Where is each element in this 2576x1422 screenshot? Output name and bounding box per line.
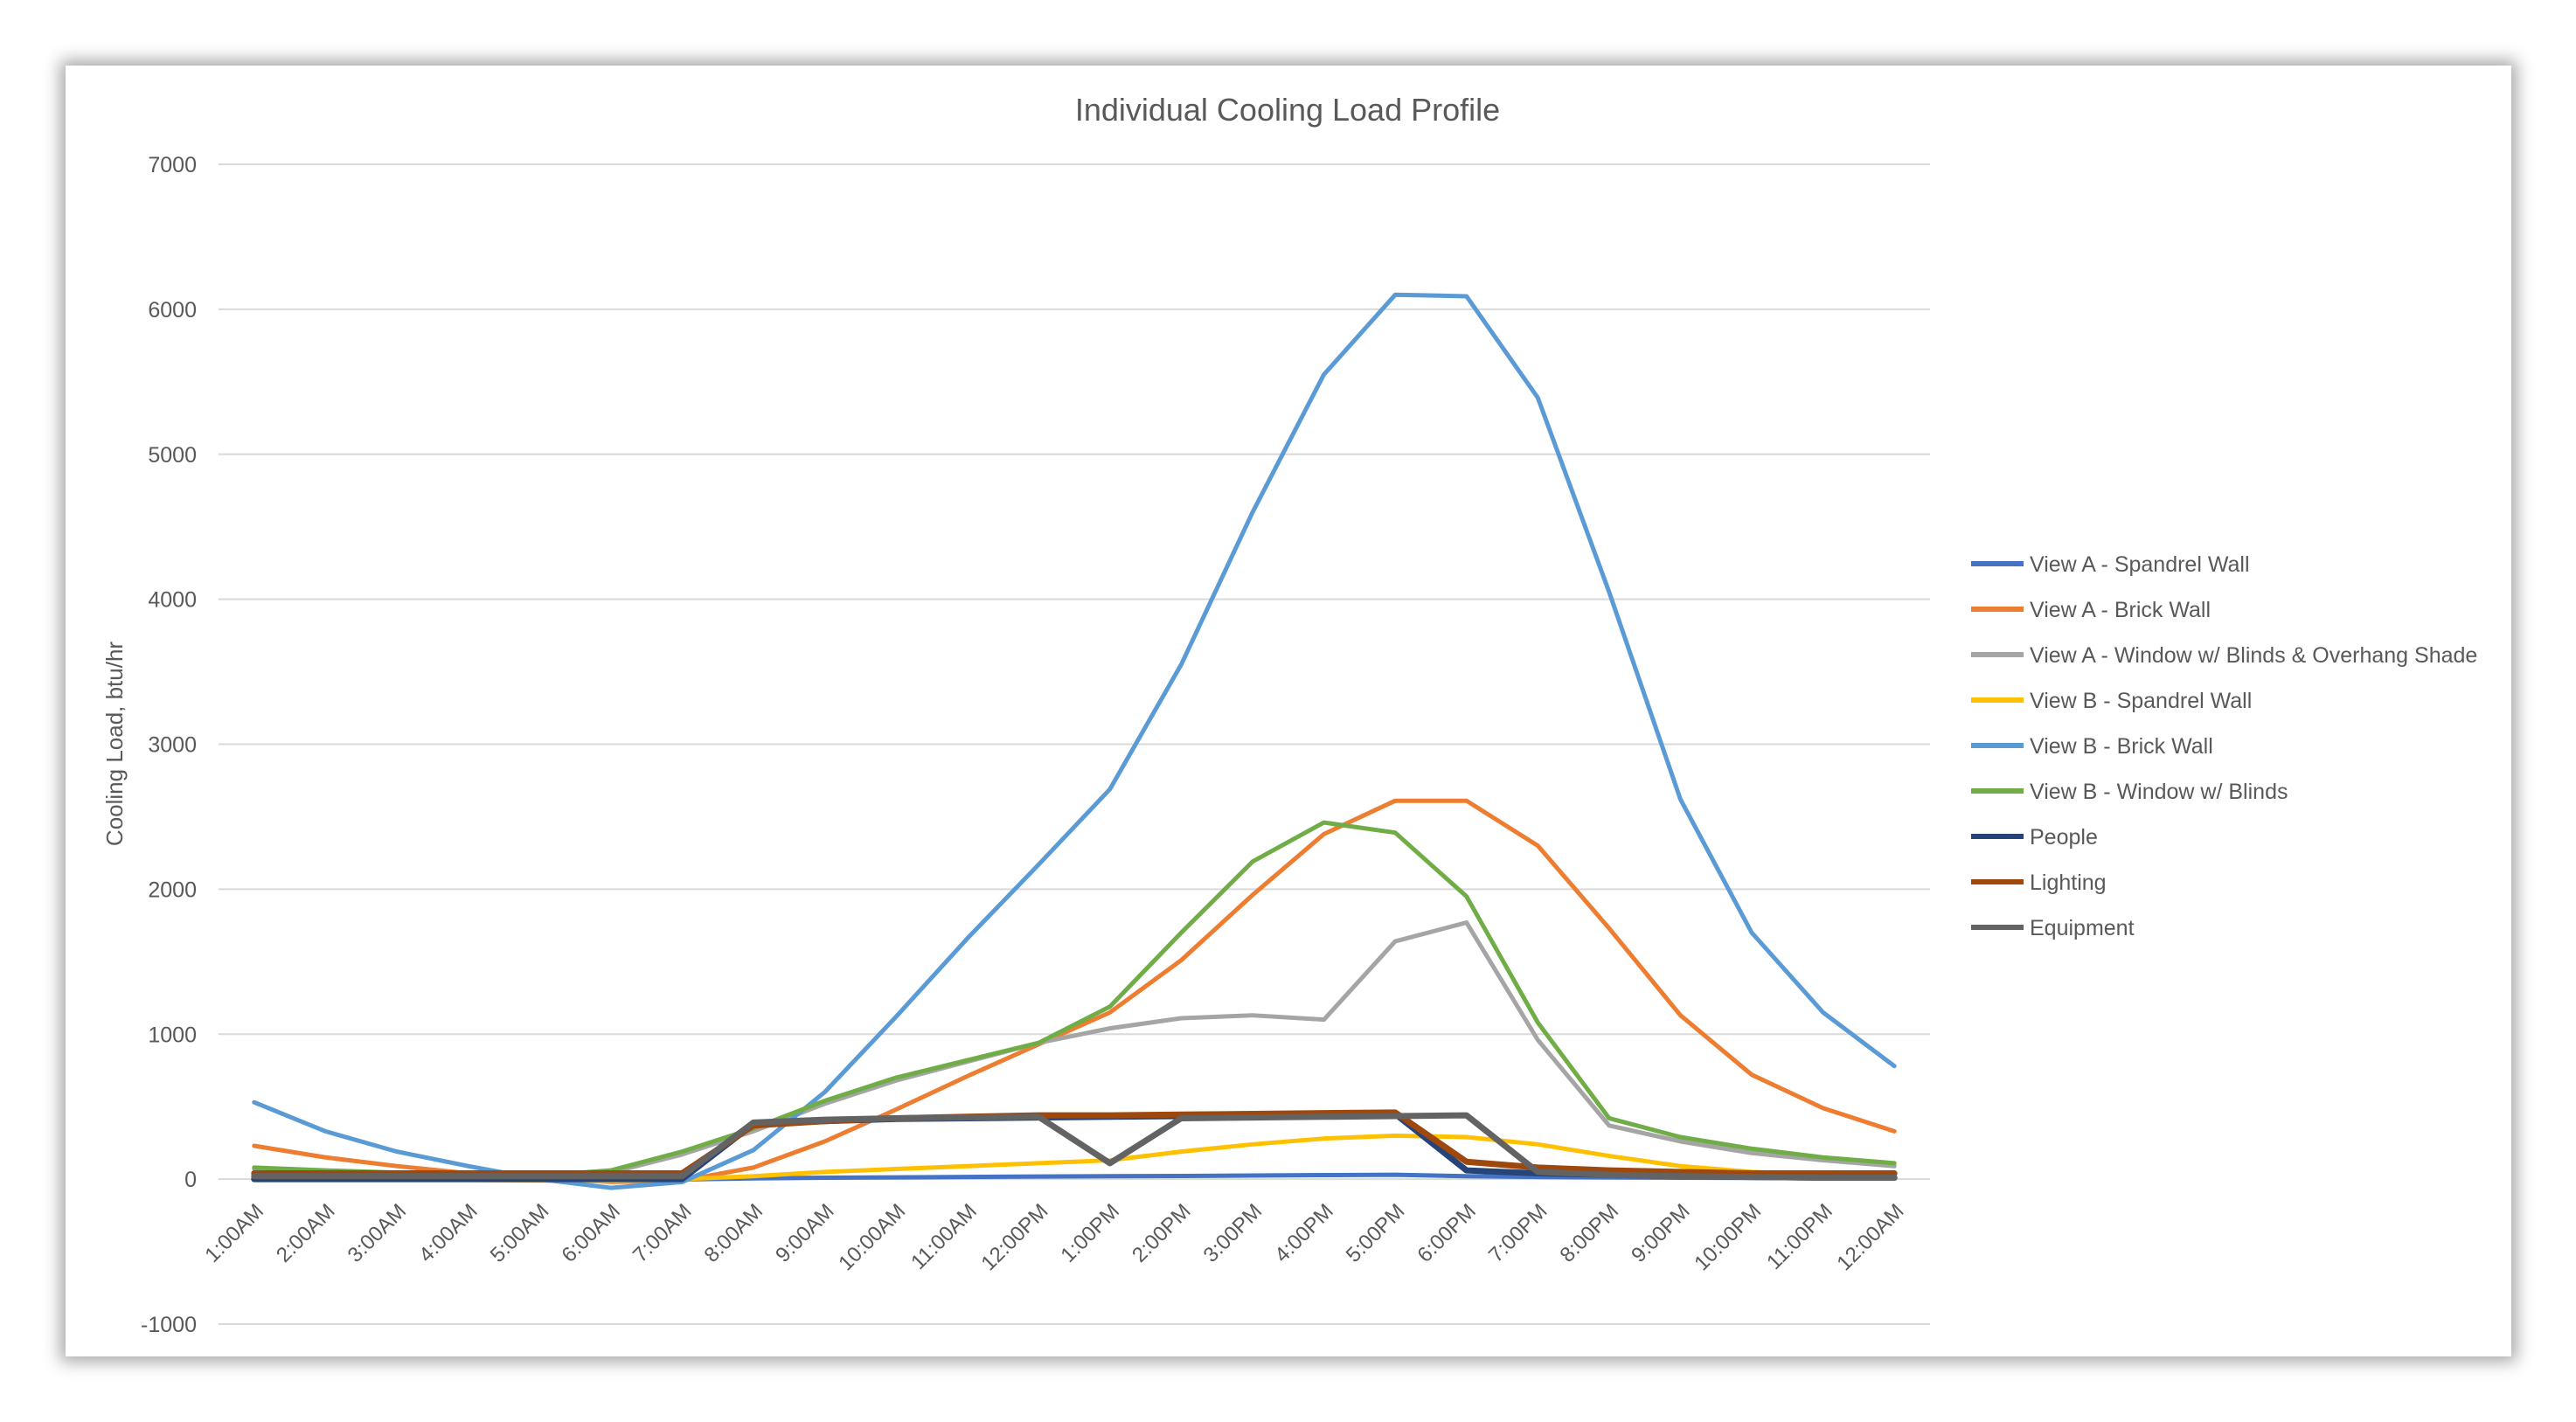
x-tick-label: 7:00AM	[628, 1199, 697, 1267]
x-tick-label: 3:00AM	[344, 1199, 412, 1267]
x-tick-label: 4:00PM	[1270, 1199, 1338, 1267]
y-tick-label: -1000	[141, 1313, 197, 1337]
x-tick-label: 9:00PM	[1627, 1199, 1695, 1267]
legend-entry: People	[2030, 825, 2098, 850]
x-tick-label: 11:00AM	[906, 1199, 982, 1274]
x-tick-label: 7:00PM	[1484, 1199, 1552, 1267]
x-tick-label: 5:00PM	[1342, 1199, 1410, 1267]
x-tick-label: 10:00AM	[834, 1199, 910, 1275]
y-tick-label: 4000	[148, 588, 197, 613]
legend-entry: View B - Brick Wall	[2030, 734, 2213, 759]
x-tick-label: 9:00AM	[771, 1199, 839, 1267]
x-tick-label: 10:00PM	[1690, 1199, 1766, 1275]
x-tick-label: 8:00AM	[700, 1199, 768, 1267]
legend-entry: Lighting	[2030, 871, 2107, 895]
y-tick-label: 7000	[148, 153, 197, 177]
x-tick-label: 12:00AM	[1832, 1199, 1908, 1275]
legend-entry: View A - Spandrel Wall	[2030, 552, 2250, 577]
legend-entry: View B - Spandrel Wall	[2030, 689, 2252, 713]
x-tick-label: 1:00PM	[1056, 1199, 1124, 1267]
x-tick-label: 12:00PM	[976, 1199, 1052, 1275]
y-tick-label: 3000	[148, 733, 197, 758]
y-tick-label: 5000	[148, 443, 197, 468]
series-line-equipment	[251, 1112, 1898, 1181]
series-line-view-a-brick-wall	[252, 798, 1897, 1184]
y-tick-label: 6000	[148, 298, 197, 323]
x-tick-label: 8:00PM	[1556, 1199, 1624, 1267]
x-tick-label: 2:00PM	[1128, 1199, 1196, 1267]
x-tick-label: 5:00AM	[486, 1199, 554, 1267]
x-tick-label: 4:00AM	[414, 1199, 483, 1267]
y-tick-label: 2000	[148, 877, 197, 902]
series-line-view-b-window-w-blinds	[252, 820, 1897, 1178]
x-tick-label: 6:00AM	[557, 1199, 625, 1267]
x-tick-label: 1:00AM	[200, 1199, 268, 1267]
legend-entry: View A - Window w/ Blinds & Overhang Sha…	[2030, 643, 2477, 668]
y-axis-label: Cooling Load, btu/hr	[101, 642, 128, 847]
y-tick-label: 0	[184, 1168, 197, 1192]
legend-entry: Equipment	[2030, 916, 2135, 940]
legend-entry: View A - Brick Wall	[2030, 598, 2211, 622]
x-tick-label: 2:00AM	[272, 1199, 340, 1267]
legend-entry: View B - Window w/ Blinds	[2030, 780, 2288, 804]
y-tick-label: 1000	[148, 1023, 197, 1047]
series-line-view-b-brick-wall	[252, 292, 1897, 1190]
chart-title: Individual Cooling Load Profile	[1075, 92, 1500, 128]
x-tick-label: 11:00PM	[1762, 1199, 1837, 1274]
x-tick-label: 6:00PM	[1413, 1199, 1481, 1267]
x-tick-label: 3:00PM	[1199, 1199, 1267, 1267]
